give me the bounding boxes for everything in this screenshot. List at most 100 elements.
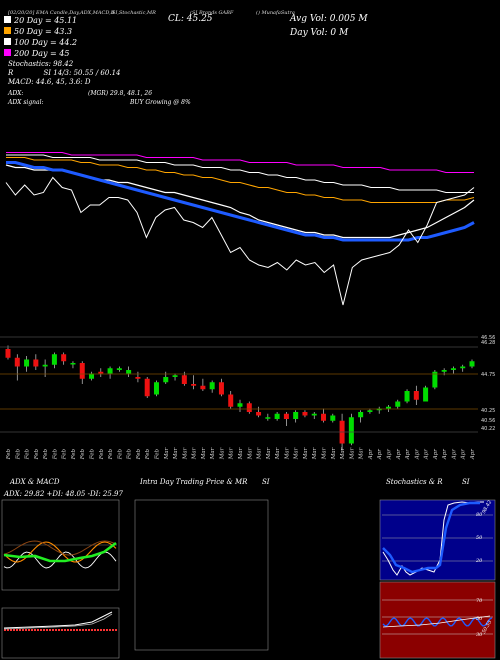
price-axis-label: 44.75 [481, 372, 495, 378]
day-vol: Day Vol: 0 M [290, 28, 349, 38]
candle-body [163, 377, 169, 383]
date-tick-label: 18 Feb [80, 448, 86, 460]
date-tick-label: 12 Mar [238, 447, 244, 460]
candle-body [274, 413, 280, 419]
stochastics-readout: Stochastics: 98.42 [8, 60, 74, 68]
candle-body [460, 366, 466, 369]
legend-20-label: 20 Day = 45.11 [14, 16, 78, 25]
date-tick-label: 24 Feb [117, 448, 123, 460]
candle-body [358, 412, 364, 418]
date-tick-label: 13 Feb [62, 448, 68, 460]
date-tick-label: 05 Feb [6, 448, 12, 460]
candle-body [116, 368, 122, 370]
rsi-signal-line [382, 615, 491, 628]
price-axis-label: 46.28 [481, 340, 495, 346]
stoch-tick-80: 80 [476, 512, 483, 518]
legend-50-label: 50 Day = 43.3 [14, 27, 73, 36]
price-axis-label: 46.56 [481, 335, 495, 341]
header-chart-title: SI,Stochastic,MR [112, 10, 156, 16]
date-tick-label: 19 Feb [90, 448, 96, 460]
adx-line-orange [3, 541, 117, 563]
candle-body [107, 368, 113, 374]
mgr-readout: (MGR) 29.8, 48.1, 26 [88, 90, 153, 97]
date-tick-label: 02 Mar [164, 447, 170, 460]
candle-body [228, 394, 234, 407]
candle-body [200, 385, 206, 390]
date-tick-label: 25 Feb [127, 448, 133, 460]
date-tick-label: 17 Apr [470, 449, 476, 460]
date-tick-label: 02 Apr [377, 449, 383, 460]
date-tick-label: 04 Mar [182, 447, 188, 460]
date-tick-label: 11 Mar [229, 447, 235, 460]
date-tick-label: 11 Feb [43, 448, 49, 460]
ema-lines [5, 151, 475, 306]
adx-label: ADX: [8, 90, 24, 97]
candle-body [423, 387, 429, 402]
candle-body [283, 413, 289, 419]
stoch-panel-title: Stochastics & R [386, 478, 443, 486]
legend-20-day: 20 Day = 45.11 [4, 16, 77, 25]
rsi-tick-70: 70 [476, 598, 483, 604]
date-tick-label: 06 Feb [15, 448, 21, 460]
date-axis: 05 Feb 06 Feb 07 Feb 10 Feb 11 Feb 12 Feb 13 F… [6, 447, 476, 460]
adx-panel-title: ADX & MACD [10, 478, 60, 486]
date-tick-label: 03 Mar [173, 447, 179, 460]
rsi-tick-30: 30 [476, 632, 483, 638]
date-tick-label: 15 Apr [451, 449, 457, 460]
adx-panel-values: ADX: 29.82 +DI: 48.05 -DI: 25.97 [4, 490, 123, 498]
candle-body [450, 368, 456, 370]
candle-body [135, 377, 141, 379]
stoch-d-line [382, 501, 480, 574]
adx-signal-label: ADX signal: [8, 99, 44, 106]
date-tick-label: 26 Mar [331, 447, 337, 460]
date-tick-label: 17 Mar [266, 447, 272, 460]
date-tick-label: 31 Mar [359, 447, 365, 460]
candle-body [51, 354, 57, 365]
date-tick-label: 06 Apr [396, 449, 402, 460]
date-tick-label: 05 Mar [192, 447, 198, 460]
date-tick-label: 10 Feb [34, 448, 40, 460]
candle-body [33, 359, 39, 367]
adx-line-brown [3, 540, 117, 556]
date-tick-label: 24 Mar [312, 447, 318, 460]
legend-100-label: 100 Day = 44.2 [14, 38, 78, 47]
adx-panel [1, 499, 120, 591]
date-tick-label: 27 Mar [340, 447, 346, 460]
rsi-readout: R SI 14/3: 50.55 / 60.14 [8, 69, 121, 77]
candle-body [237, 403, 243, 407]
date-tick-label: 13 Apr [433, 449, 439, 460]
adx-line-white [3, 551, 117, 569]
macd-panel [1, 607, 120, 659]
candle-body [126, 370, 132, 374]
price-axis-label: 40.25 [481, 408, 495, 414]
candle-body [5, 349, 11, 358]
price-line [5, 176, 475, 306]
candle-body [24, 359, 30, 367]
candle-body [385, 406, 391, 409]
candle-body [98, 371, 104, 374]
candle-body [172, 375, 178, 377]
candle-body [153, 382, 159, 395]
candle-body [89, 373, 95, 379]
candle-body [265, 417, 271, 419]
candle-body [218, 382, 224, 395]
rsi-value: SI 14/3: 50.55 / 60.14 [43, 69, 121, 77]
close-price: CL: 45.25 [168, 14, 213, 24]
stoch-tick-20: 20 [476, 558, 483, 564]
date-tick-label: 16 Mar [257, 447, 263, 460]
candle-body [209, 382, 215, 390]
intraday-panel-title: Intra Day Trading Price & MR [140, 478, 248, 486]
stoch-value: 98.42 [480, 499, 494, 515]
candle-body [395, 401, 401, 407]
ema-line-100-day [6, 154, 474, 194]
date-tick-label: 16 Apr [461, 449, 467, 460]
candle-body [367, 410, 373, 412]
candle-body [79, 363, 85, 379]
legend-100-day: 100 Day = 44.2 [4, 38, 77, 47]
date-tick-label: 09 Mar [210, 447, 216, 460]
date-tick-label: 30 Mar [349, 447, 355, 460]
candle-body [61, 354, 67, 362]
macd-signal-line [3, 613, 113, 630]
legend-swatch-200 [4, 49, 11, 56]
